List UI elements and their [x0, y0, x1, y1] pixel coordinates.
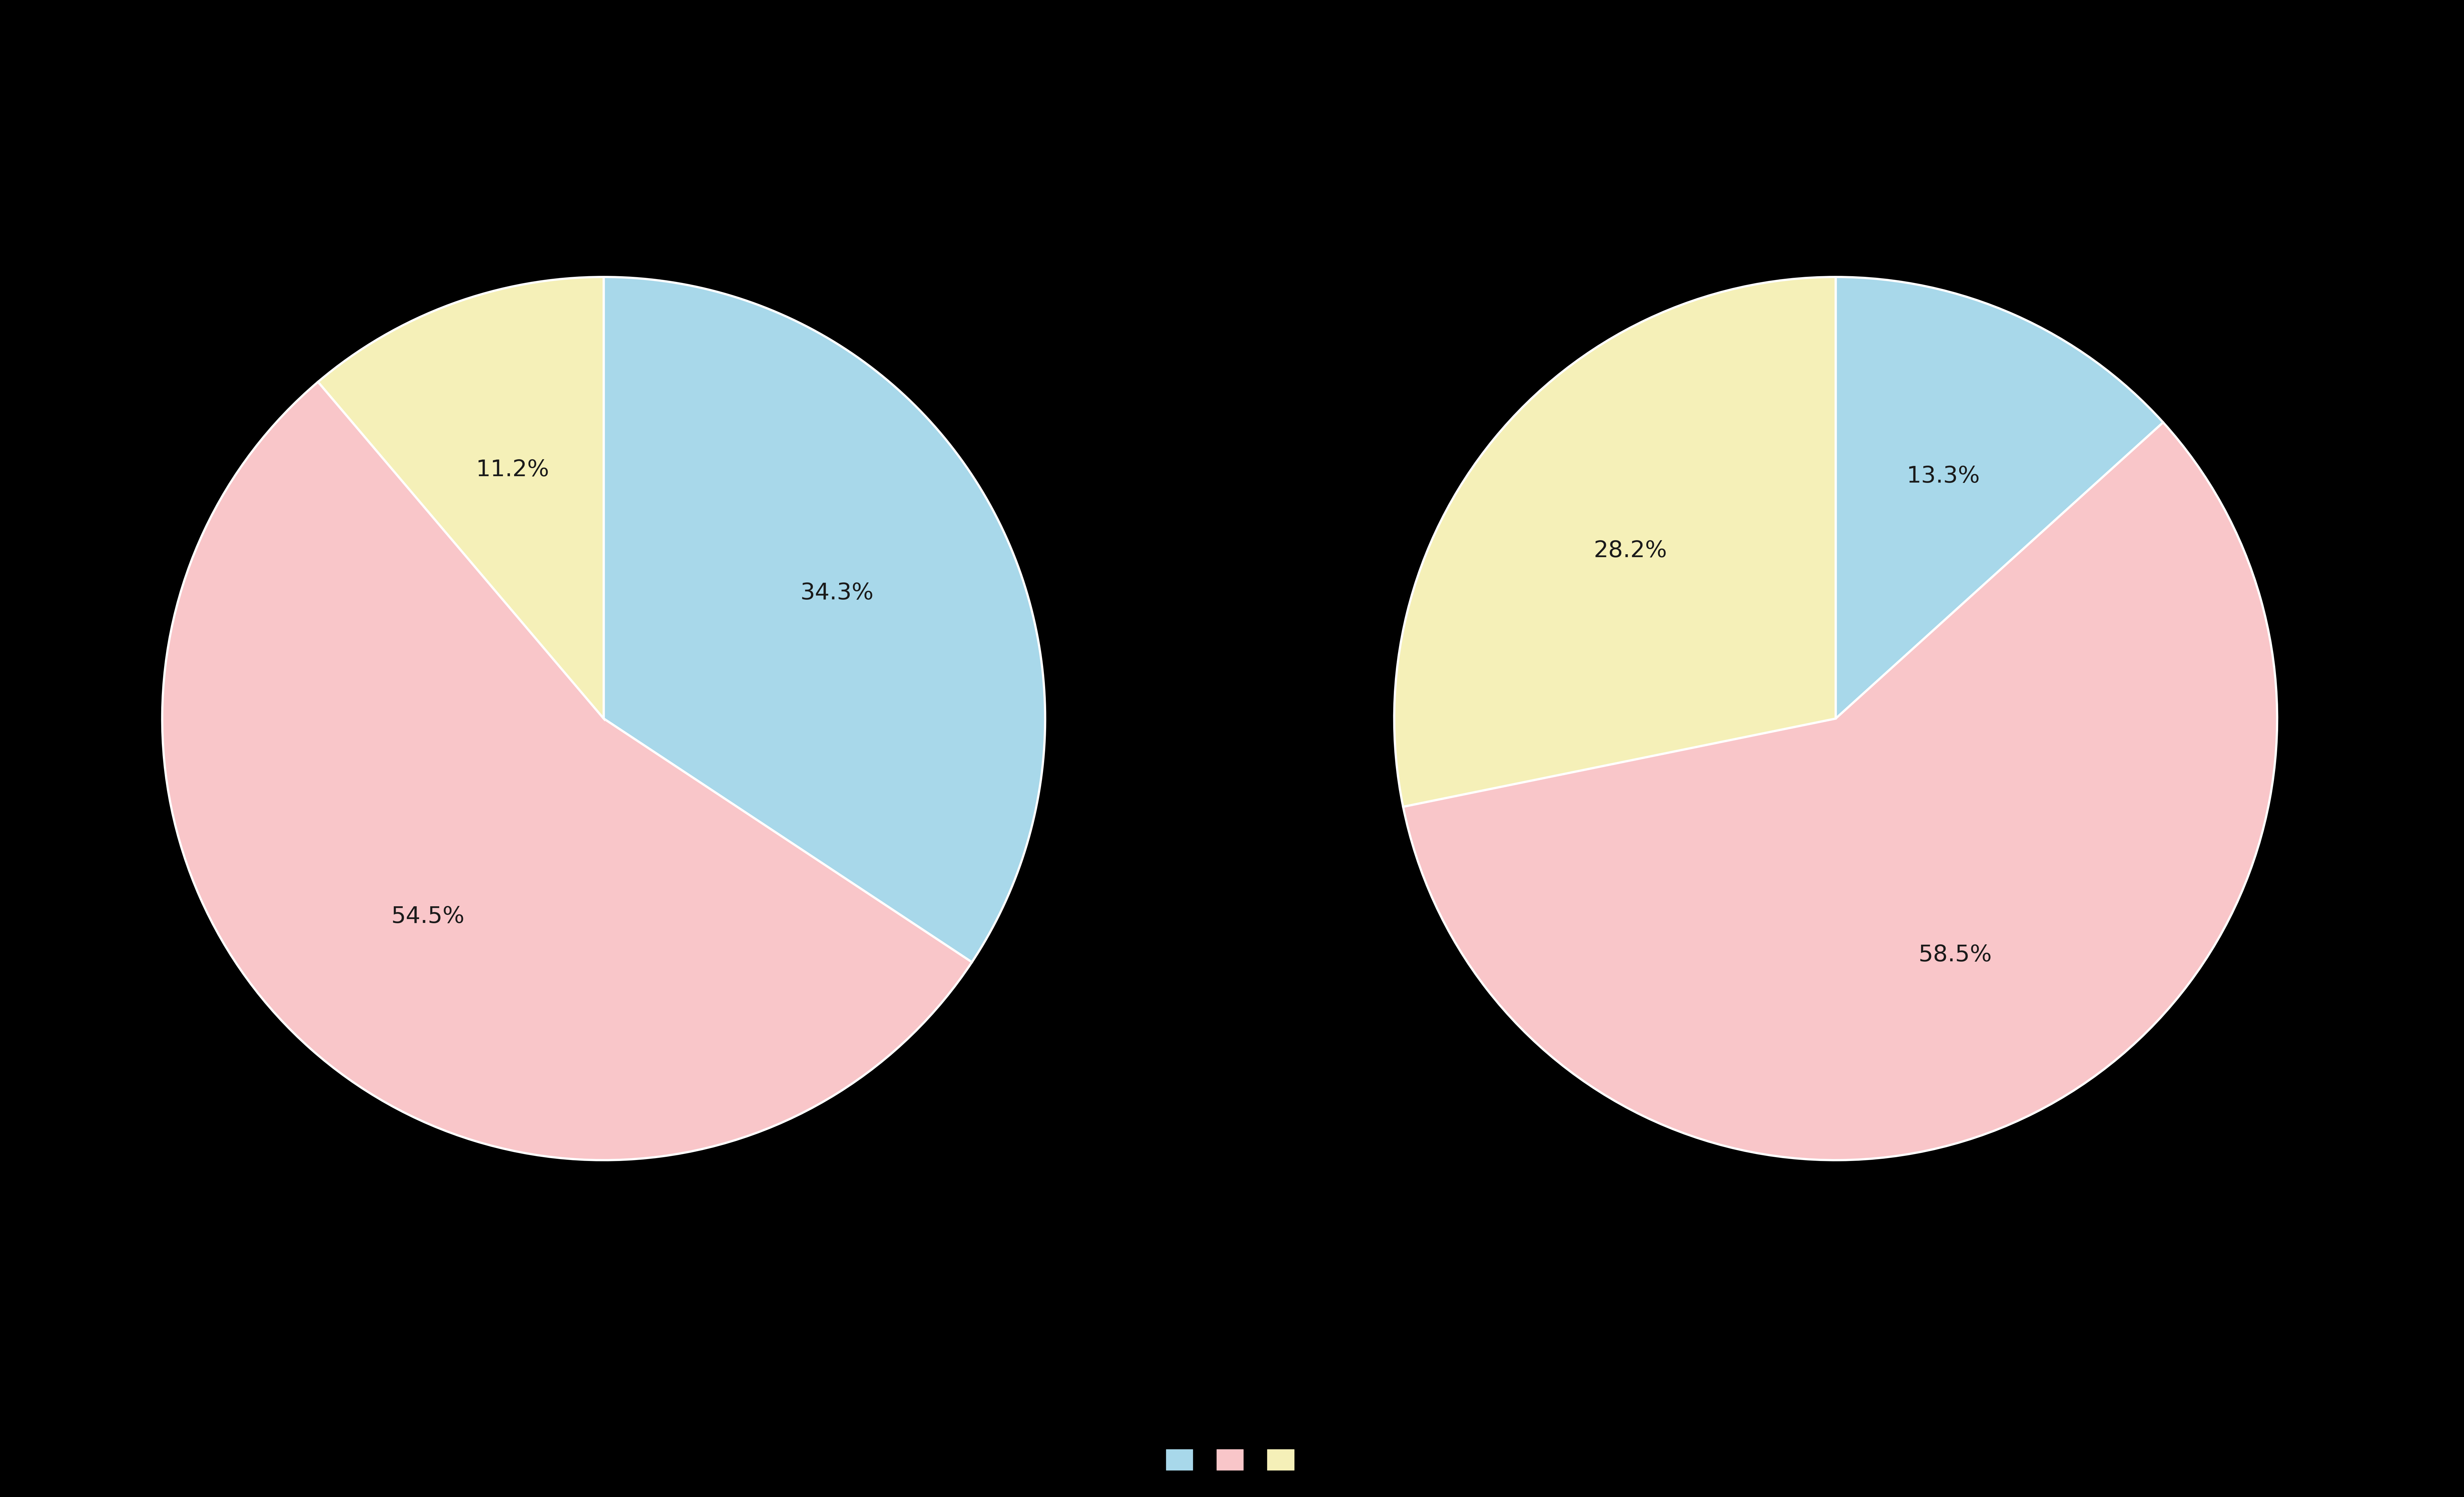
- Text: 34.3%: 34.3%: [801, 582, 875, 605]
- Text: 54.5%: 54.5%: [392, 906, 466, 928]
- Text: 28.2%: 28.2%: [1594, 540, 1668, 561]
- Wedge shape: [604, 277, 1045, 963]
- Text: 11.2%: 11.2%: [476, 458, 549, 481]
- Text: 13.3%: 13.3%: [1907, 466, 1981, 488]
- Text: 58.5%: 58.5%: [1919, 945, 1991, 966]
- Wedge shape: [318, 277, 604, 719]
- Wedge shape: [163, 382, 971, 1160]
- Wedge shape: [1395, 277, 1836, 807]
- Legend: , , : , ,: [1161, 1445, 1303, 1476]
- Wedge shape: [1402, 422, 2277, 1160]
- Wedge shape: [1836, 277, 2163, 719]
